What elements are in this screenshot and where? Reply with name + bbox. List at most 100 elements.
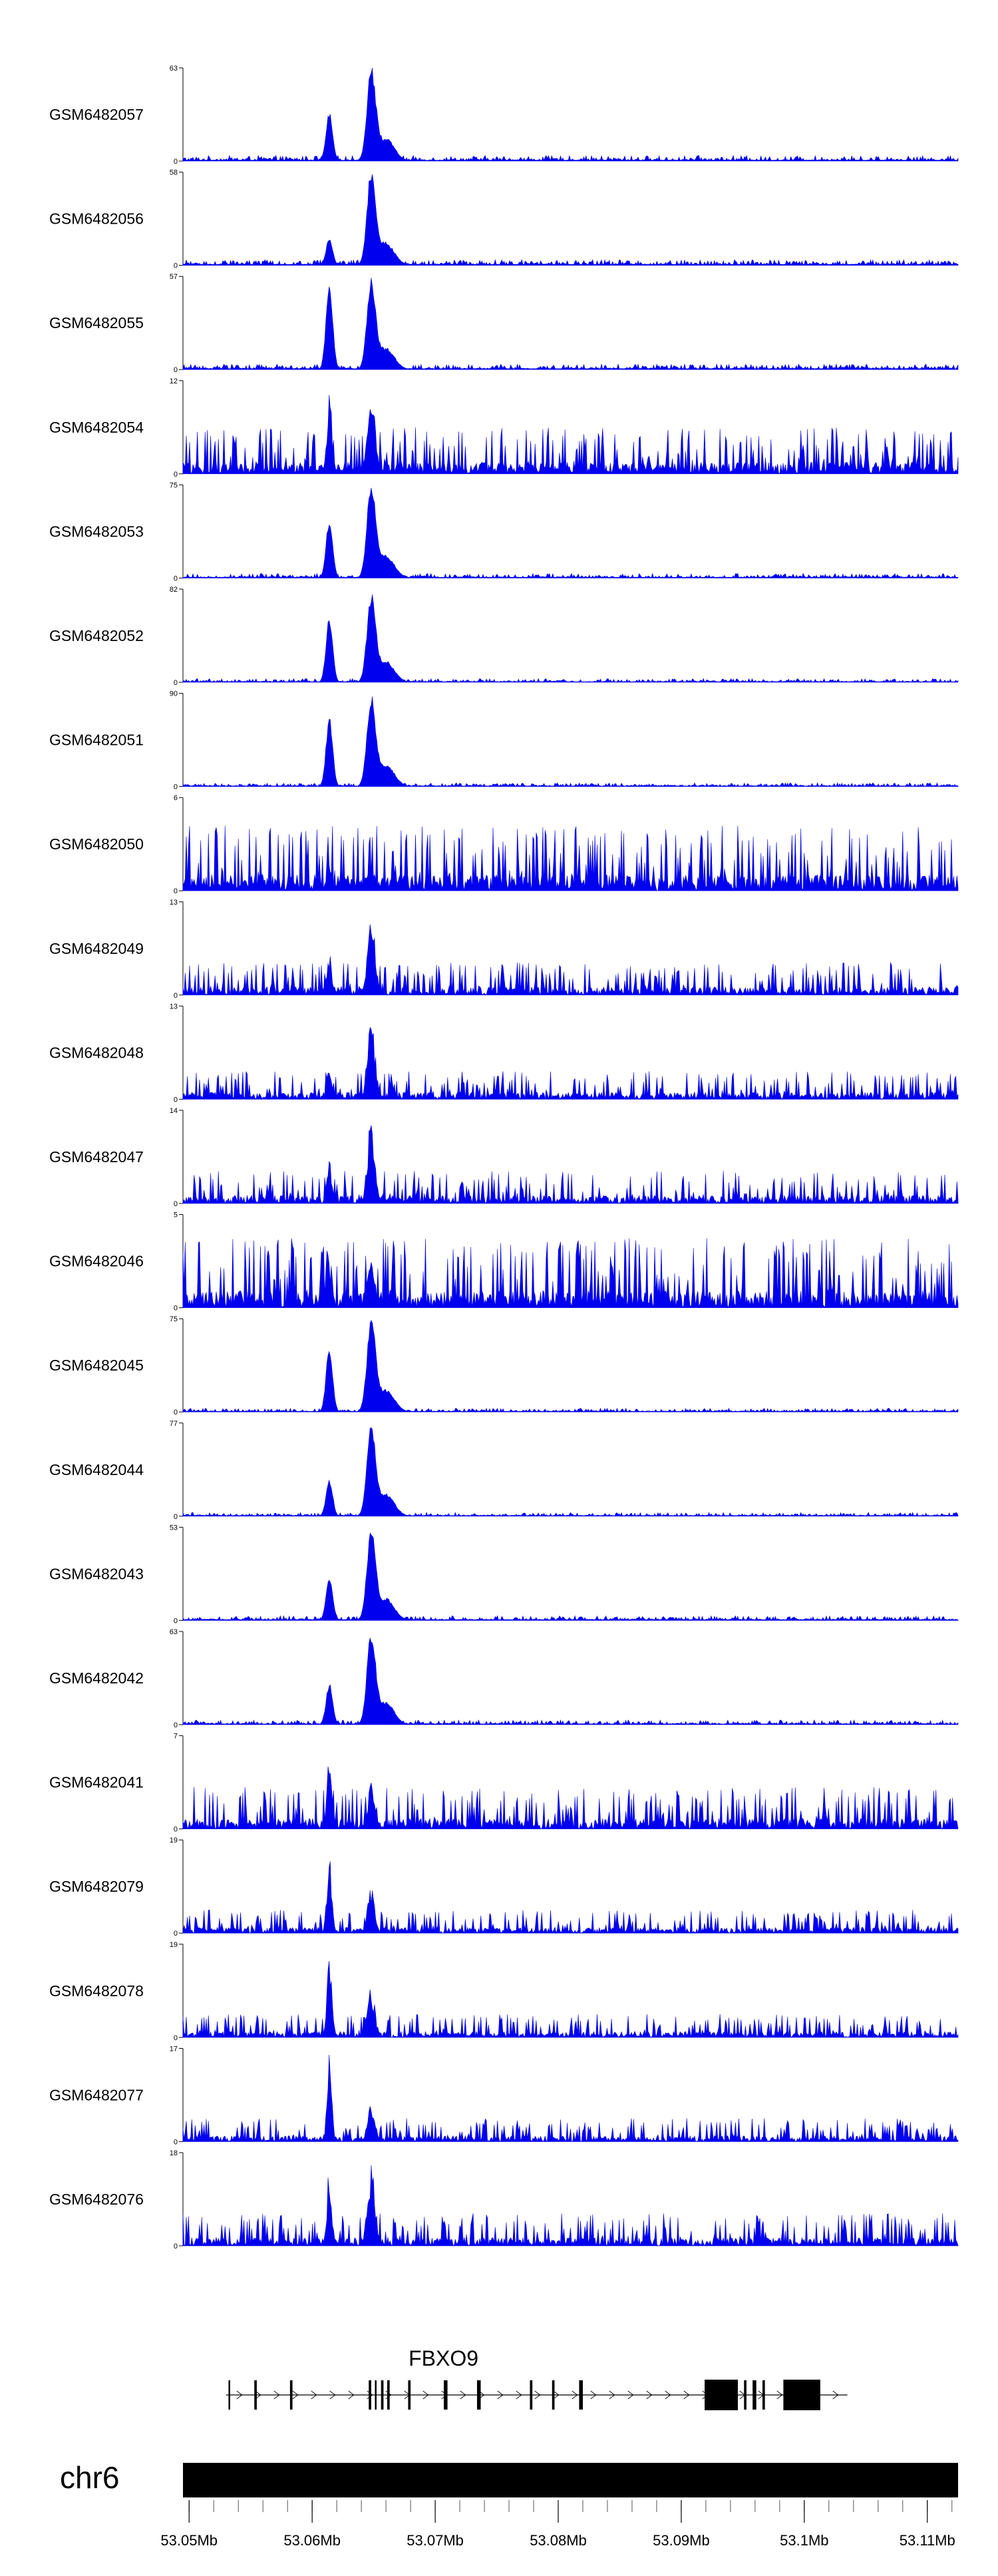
coverage-track: GSM6482055 57 0 — [49, 273, 959, 374]
gene-exon — [552, 2380, 555, 2410]
coverage-signal — [182, 174, 959, 266]
track-label: GSM6482041 — [49, 1774, 144, 1791]
y-min-label: 0 — [174, 1305, 178, 1313]
coverage-track: GSM6482045 75 0 — [49, 1315, 959, 1416]
gene-exon — [752, 2380, 756, 2410]
y-max-label: 75 — [170, 481, 178, 489]
axis-tick-label: 53.1Mb — [780, 2532, 828, 2549]
strand-chevron — [292, 2390, 299, 2400]
coverage-track: GSM6482054 12 0 — [49, 377, 959, 479]
strand-chevron — [665, 2390, 671, 2400]
axis-tick-label: 53.06Mb — [283, 2532, 341, 2549]
gene-exon — [476, 2380, 481, 2410]
track-label: GSM6482076 — [49, 2191, 144, 2208]
y-max-label: 14 — [170, 1107, 178, 1115]
coverage-signal — [182, 1861, 959, 1934]
strand-chevron — [348, 2390, 355, 2400]
y-max-label: 13 — [170, 899, 178, 907]
y-max-label: 18 — [170, 2149, 178, 2157]
coverage-track: GSM6482046 5 0 — [49, 1211, 959, 1313]
coverage-signal — [182, 696, 959, 787]
y-max-label: 12 — [170, 377, 178, 385]
coverage-signal — [182, 1427, 959, 1517]
y-min-label: 0 — [174, 992, 178, 1000]
strand-chevron — [497, 2390, 504, 2400]
coverage-signal — [182, 1766, 959, 1830]
coverage-signal — [182, 278, 959, 370]
y-min-label: 0 — [174, 574, 178, 582]
coverage-track: GSM6482042 63 0 — [49, 1628, 959, 1729]
gene-exon — [762, 2380, 765, 2410]
coverage-signal — [182, 594, 959, 683]
track-label: GSM6482054 — [49, 419, 144, 436]
y-min-label: 0 — [174, 1408, 178, 1416]
coverage-tracks: GSM6482057630GSM6482056580GSM6482055570G… — [49, 65, 959, 2251]
coverage-signal — [182, 924, 959, 996]
y-max-label: 53 — [170, 1524, 178, 1532]
coverage-track: GSM6482051 90 0 — [49, 690, 959, 791]
coverage-signal — [182, 1026, 959, 1100]
y-min-label: 0 — [174, 158, 178, 166]
y-min-label: 0 — [174, 366, 178, 374]
y-min-label: 0 — [174, 471, 178, 479]
coverage-signal — [182, 2054, 959, 2143]
strand-chevron — [609, 2390, 615, 2400]
track-label: GSM6482050 — [49, 835, 144, 853]
coverage-track: GSM6482050 6 0 — [49, 794, 959, 895]
track-label: GSM6482077 — [49, 2086, 144, 2103]
track-label: GSM6482043 — [49, 1565, 144, 1582]
coverage-signal — [182, 2165, 959, 2247]
y-max-label: 13 — [170, 1002, 178, 1010]
gene-model: FBXO9 — [226, 2346, 848, 2410]
strand-chevron — [776, 2390, 783, 2400]
y-max-label: 75 — [170, 1315, 178, 1323]
y-min-label: 0 — [174, 2138, 178, 2146]
coverage-track: GSM6482053 75 0 — [49, 481, 959, 582]
track-label: GSM6482079 — [49, 1878, 144, 1895]
coverage-signal — [182, 1125, 959, 1204]
coverage-track: GSM6482077 17 0 — [49, 2045, 959, 2146]
strand-chevron — [832, 2390, 839, 2400]
track-label: GSM6482053 — [49, 523, 144, 540]
y-min-label: 0 — [174, 1096, 178, 1104]
coverage-track: GSM6482041 7 0 — [49, 1733, 959, 1834]
y-min-label: 0 — [174, 2034, 178, 2042]
y-min-label: 0 — [174, 1930, 178, 1938]
coverage-signal — [182, 1238, 959, 1309]
track-label: GSM6482056 — [49, 210, 144, 228]
gene-exon — [254, 2380, 257, 2410]
y-max-label: 58 — [170, 169, 178, 177]
chromosome-ideogram — [183, 2463, 958, 2497]
y-min-label: 0 — [174, 1721, 178, 1729]
strand-chevron — [534, 2390, 541, 2400]
track-label: GSM6482042 — [49, 1669, 144, 1687]
strand-chevron — [255, 2390, 261, 2400]
y-min-label: 0 — [174, 1513, 178, 1521]
coverage-signal — [182, 825, 959, 891]
chromosome-label: chr6 — [60, 2460, 119, 2495]
gene-exon — [530, 2380, 533, 2410]
y-min-label: 0 — [174, 1200, 178, 1208]
coverage-track: GSM6482079 19 0 — [49, 1836, 959, 1938]
strand-chevron — [236, 2390, 243, 2400]
coverage-signal — [182, 1637, 959, 1725]
y-max-label: 6 — [174, 794, 178, 802]
track-label: GSM6482057 — [49, 106, 144, 123]
coverage-track: GSM6482049 13 0 — [49, 899, 959, 1000]
strand-chevron — [273, 2390, 280, 2400]
strand-chevron — [422, 2390, 429, 2400]
axis-tick-label: 53.05Mb — [160, 2532, 218, 2549]
coverage-signal — [182, 1532, 959, 1621]
axis-tick-label: 53.07Mb — [407, 2532, 464, 2549]
gene-exon — [705, 2380, 738, 2410]
strand-chevron — [553, 2390, 560, 2400]
coverage-track: GSM6482052 82 0 — [49, 586, 959, 687]
axis-tick-label: 53.09Mb — [653, 2532, 710, 2549]
gene-exon — [387, 2380, 390, 2410]
coverage-track: GSM6482076 18 0 — [49, 2149, 959, 2251]
track-label: GSM6482044 — [49, 1461, 144, 1478]
strand-chevron — [590, 2390, 597, 2400]
y-max-label: 5 — [174, 1211, 178, 1219]
gene-exon — [744, 2380, 747, 2410]
